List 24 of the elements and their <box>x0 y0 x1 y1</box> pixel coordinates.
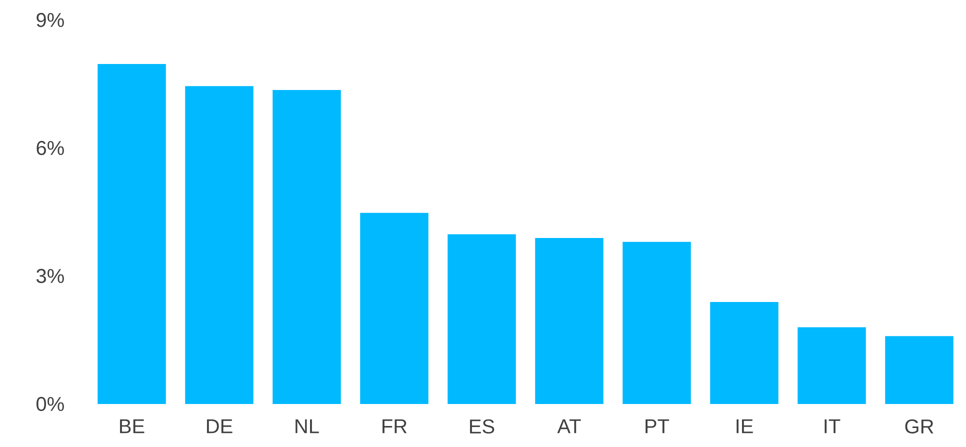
y-tick-label: 3% <box>36 268 64 284</box>
y-tick-label: 0% <box>36 396 64 412</box>
bar <box>185 86 254 404</box>
x-tick-label: NL <box>296 419 319 434</box>
x-tick-label: FR <box>382 419 407 434</box>
bar <box>360 212 428 404</box>
x-tick-label: ES <box>470 419 494 434</box>
bar <box>885 336 954 404</box>
bar <box>710 302 778 404</box>
bar <box>98 64 166 404</box>
x-tick-label: BE <box>120 419 144 434</box>
bar <box>622 242 691 404</box>
bar <box>272 90 341 404</box>
x-tick-label: IE <box>736 419 753 434</box>
x-tick-label: AT <box>557 419 581 434</box>
x-tick-label: PT <box>646 419 670 434</box>
y-tick-label: 6% <box>36 140 64 156</box>
y-tick-label: 9% <box>36 12 64 28</box>
bar <box>535 238 604 404</box>
bar <box>448 234 516 404</box>
bar <box>798 327 866 404</box>
x-tick-label: IT <box>824 419 840 434</box>
x-tick-label: DE <box>206 419 232 434</box>
x-tick-label: GR <box>905 419 934 434</box>
